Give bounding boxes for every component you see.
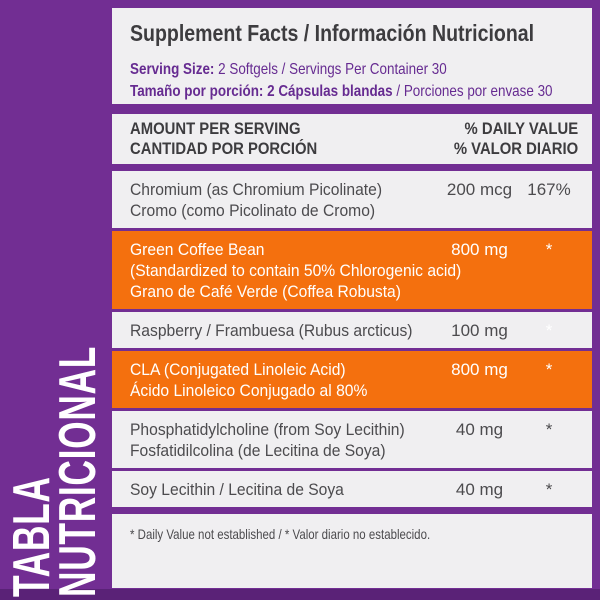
daily-value: 167%	[527, 180, 571, 199]
ingredient-name: Chromium (as Chromium Picolinate) Cromo (…	[130, 179, 578, 221]
ingredient-rows: Chromium (as Chromium Picolinate) Cromo (…	[112, 171, 592, 510]
serving-size-value-en: 2 Softgels / Servings Per Container 30	[214, 61, 447, 78]
daily-value: *	[545, 321, 553, 340]
amount-header-en: AMOUNT PER SERVING	[130, 120, 301, 138]
amount-value: 200 mcg	[446, 180, 513, 199]
amount-value: 40 mg	[455, 420, 504, 439]
daily-value: *	[545, 240, 553, 259]
daily-value: *	[545, 360, 553, 379]
title-section: Supplement Facts / Información Nutricion…	[112, 8, 592, 104]
ingredient-line: Raspberry / Frambuesa (Rubus arcticus)	[130, 321, 413, 340]
serving-size-label-en: Serving Size:	[130, 61, 215, 78]
table-row: Soy Lecithin / Lecitina de Soya 40 mg *	[112, 471, 592, 507]
amount-value: 40 mg	[455, 480, 504, 499]
ingredient-name: Raspberry / Frambuesa (Rubus arcticus)	[130, 320, 578, 341]
table-row: Green Coffee Bean (Standardized to contai…	[112, 231, 592, 309]
ingredient-line: Chromium (as Chromium Picolinate)	[130, 180, 383, 199]
daily-value: *	[545, 480, 553, 499]
facts-panel: Supplement Facts / Información Nutricion…	[112, 8, 592, 588]
side-label-line2: NUTRICIONAL	[49, 345, 107, 597]
amount-value: 800 mg	[451, 240, 508, 259]
ingredient-line: Ácido Linoleico Conjugado al 80%	[130, 381, 368, 400]
daily-value: *	[545, 420, 553, 439]
ingredient-name: Phosphatidylcholine (from Soy Lecithin) F…	[130, 419, 578, 461]
daily-value-header: % DAILY VALUE % VALOR DIARIO	[440, 119, 578, 159]
side-label-vertical: TABLA NUTRICIONAL	[3, 345, 107, 597]
amount-header-es: CANTIDAD POR PORCIÓN	[130, 140, 318, 158]
amount-value: 100 mg	[451, 321, 508, 340]
ingredient-line: Grano de Café Verde (Coffea Robusta)	[130, 282, 401, 301]
ingredient-name: Green Coffee Bean (Standardized to contai…	[130, 239, 578, 302]
amount-header: AMOUNT PER SERVING CANTIDAD POR PORCIÓN	[130, 119, 338, 159]
column-header: AMOUNT PER SERVING CANTIDAD POR PORCIÓN …	[112, 114, 592, 164]
ingredient-line: Soy Lecithin / Lecitina de Soya	[130, 480, 344, 499]
table-row: Raspberry / Frambuesa (Rubus arcticus) 10…	[112, 312, 592, 348]
ingredient-line: Green Coffee Bean	[130, 240, 265, 259]
serving-size-label-es: Tamaño por porción: 2 Cápsulas blandas	[130, 83, 393, 100]
table-row: Chromium (as Chromium Picolinate) Cromo (…	[112, 171, 592, 228]
ingredient-line: Phosphatidylcholine (from Soy Lecithin)	[130, 420, 405, 439]
amount-value: 800 mg	[451, 360, 508, 379]
serving-size-line-es: Tamaño por porción: 2 Cápsulas blandas /…	[130, 81, 553, 103]
serving-size-value-es: / Porciones por envase 30	[392, 83, 553, 100]
daily-value-header-en: % DAILY VALUE	[464, 120, 578, 138]
ingredient-name: Soy Lecithin / Lecitina de Soya	[130, 479, 578, 500]
panel-title: Supplement Facts / Información Nutricion…	[130, 20, 535, 46]
ingredient-line: Fosfatidilcolina (de Lecitina de Soya)	[130, 441, 386, 460]
footnote: * Daily Value not established / * Valor …	[130, 526, 431, 542]
table-row: CLA (Conjugated Linoleic Acid) Ácido Lino…	[112, 351, 592, 408]
daily-value-header-es: % VALOR DIARIO	[453, 140, 578, 158]
table-row: Phosphatidylcholine (from Soy Lecithin) F…	[112, 411, 592, 468]
ingredient-line: Cromo (como Picolinato de Cromo)	[130, 201, 376, 220]
ingredient-name: CLA (Conjugated Linoleic Acid) Ácido Lino…	[130, 359, 578, 401]
footnote-section: * Daily Value not established / * Valor …	[112, 514, 592, 588]
ingredient-line: (Standardized to contain 50% Chlorogenic…	[130, 261, 462, 280]
bottom-strip	[0, 589, 600, 600]
serving-size-line-en: Serving Size: 2 Softgels / Servings Per …	[130, 59, 506, 81]
ingredient-line: CLA (Conjugated Linoleic Acid)	[130, 360, 346, 379]
